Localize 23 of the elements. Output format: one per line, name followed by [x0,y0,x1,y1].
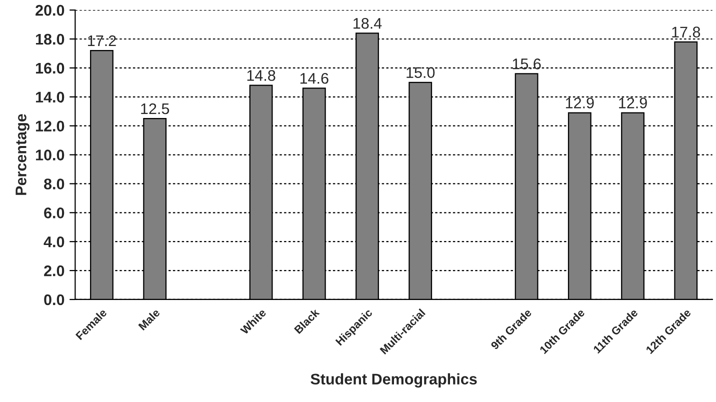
data-label: 17.2 [88,35,116,46]
y-tick-label: 0.0 [44,294,64,306]
data-label: 17.8 [672,26,700,38]
y-tick-label: 16.0 [36,62,64,74]
y-tick-label: 18.0 [36,34,64,45]
y-tick-label: 6.0 [44,208,64,218]
data-label: 14.6 [300,72,328,84]
data-label: 12.9 [566,98,594,108]
data-label: 12.5 [141,103,170,114]
y-tick-label: 20.0 [36,4,64,16]
data-label: 15.0 [406,67,435,78]
y-tick-label: 4.0 [44,236,64,248]
data-label: 18.4 [354,18,382,29]
data-label: 15.6 [512,58,541,70]
x-axis-title: Student Demographics [310,373,477,388]
y-tick-label: 8.0 [44,178,64,190]
y-tick-label: 10.0 [36,150,64,160]
y-tick-label: 2.0 [44,265,64,276]
data-label: 12.9 [619,98,647,108]
data-label: 14.8 [247,70,276,81]
y-tick-label: 14.0 [36,92,64,103]
y-axis-title: Percentage [16,114,30,195]
y-tick-label: 12.0 [36,120,64,132]
